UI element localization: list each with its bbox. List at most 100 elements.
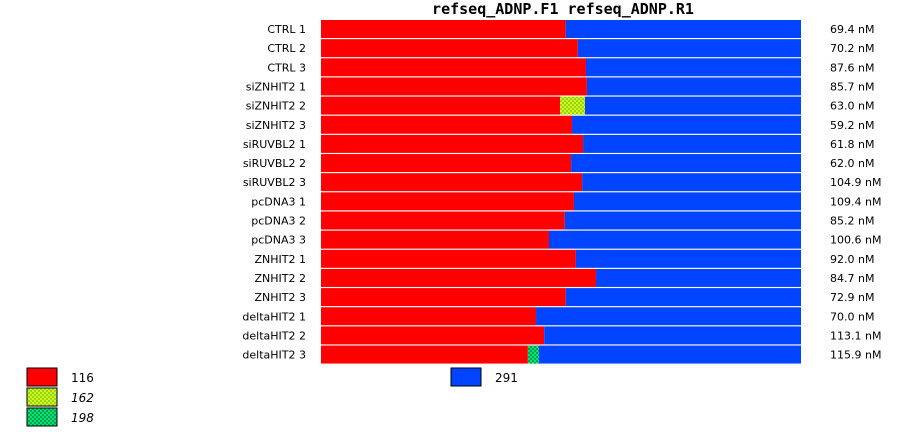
bar-row: ZNHIT2 2 84.7 nM — [255, 268, 874, 287]
row-label: siZNHIT2 2 — [246, 100, 306, 113]
bar-segment-162 — [560, 96, 585, 115]
row-label: siZNHIT2 1 — [246, 80, 306, 93]
bar-segment-291 — [565, 288, 801, 307]
row-label: deltaHIT2 2 — [242, 329, 306, 342]
concentration-label: 85.2 nM — [830, 215, 874, 228]
legend-swatch — [26, 367, 58, 387]
concentration-label: 115.9 nM — [830, 349, 881, 362]
row-label: siRUVBL2 1 — [243, 138, 306, 151]
row-label: deltaHIT2 3 — [242, 349, 306, 362]
legend-item-291: 291 — [450, 367, 518, 387]
bar-segment-291 — [575, 249, 801, 268]
bar-segment-291 — [572, 115, 801, 134]
bar-segment-116 — [321, 288, 566, 307]
concentration-label: 62.0 nM — [830, 157, 874, 170]
row-label: ZNHIT2 1 — [255, 253, 307, 266]
bar-segment-116 — [321, 39, 578, 58]
row-label: CTRL 1 — [267, 23, 306, 36]
concentration-label: 72.9 nM — [830, 291, 874, 304]
bar-segment-116 — [321, 154, 572, 173]
bar-segment-291 — [538, 345, 801, 364]
bar-segment-291 — [549, 230, 801, 249]
concentration-label: 63.0 nM — [830, 100, 874, 113]
bar-row: pcDNA3 2 85.2 nM — [251, 211, 874, 230]
bar-row: siZNHIT2 1 85.7 nM — [246, 77, 874, 96]
concentration-label: 84.7 nM — [830, 272, 874, 285]
bar-row: ZNHIT2 3 72.9 nM — [255, 288, 874, 307]
bar-segment-116 — [321, 192, 574, 211]
bar-segment-291 — [573, 192, 801, 211]
concentration-label: 100.6 nM — [830, 234, 881, 247]
row-label: siRUVBL2 2 — [243, 157, 306, 170]
legend-swatch — [26, 407, 58, 427]
bar-segment-291 — [582, 173, 801, 192]
row-label: ZNHIT2 3 — [255, 291, 307, 304]
bar-segment-116 — [321, 134, 584, 153]
bar-row: siRUVBL2 2 62.0 nM — [243, 154, 874, 173]
concentration-label: 87.6 nM — [830, 61, 874, 74]
bar-segment-198 — [527, 345, 539, 364]
bar-segment-291 — [585, 96, 801, 115]
bar-row: CTRL 3 87.6 nM — [267, 58, 874, 77]
row-label: pcDNA3 1 — [251, 195, 306, 208]
concentration-label: 104.9 nM — [830, 176, 881, 189]
bar-segment-291 — [596, 268, 801, 287]
legend-label: 198 — [71, 411, 94, 425]
legend-label: 291 — [495, 371, 518, 385]
bar-segment-291 — [564, 211, 801, 230]
bar-segment-116 — [321, 307, 537, 326]
bar-segment-291 — [586, 77, 801, 96]
bar-row: siZNHIT2 2 63.0 nM — [246, 96, 874, 115]
bar-segment-116 — [321, 96, 561, 115]
bar-segment-291 — [544, 326, 801, 345]
bar-row: siZNHIT2 3 59.2 nM — [246, 115, 874, 134]
bar-segment-291 — [577, 39, 801, 58]
concentration-label: 70.2 nM — [830, 42, 874, 55]
legend-item-162: 162 — [26, 387, 94, 407]
bar-segment-116 — [321, 249, 576, 268]
row-label: ZNHIT2 2 — [255, 272, 307, 285]
concentration-label: 92.0 nM — [830, 253, 874, 266]
row-label: siRUVBL2 3 — [243, 176, 306, 189]
bar-segment-291 — [565, 20, 801, 38]
bar-segment-116 — [321, 58, 586, 77]
bar-segment-116 — [321, 211, 565, 230]
concentration-label: 113.1 nM — [830, 329, 881, 342]
legend: 116 162 198 291 — [26, 367, 518, 427]
legend-label: 162 — [71, 391, 94, 405]
bar-segment-116 — [321, 77, 587, 96]
bars-group: CTRL 1 69.4 nM CTRL 2 70.2 nM CTRL 3 87.6 nM s… — [242, 20, 881, 364]
concentration-label: 109.4 nM — [830, 195, 881, 208]
row-label: pcDNA3 2 — [251, 215, 306, 228]
legend-swatch — [450, 367, 482, 387]
bar-row: CTRL 2 70.2 nM — [267, 39, 874, 58]
bar-row: deltaHIT2 3 115.9 nM — [242, 345, 881, 364]
legend-label: 116 — [71, 371, 94, 385]
row-label: CTRL 2 — [267, 42, 306, 55]
bar-segment-116 — [321, 173, 583, 192]
bar-segment-116 — [321, 268, 597, 287]
concentration-label: 70.0 nM — [830, 310, 874, 323]
concentration-label: 61.8 nM — [830, 138, 874, 151]
bar-segment-291 — [571, 154, 801, 173]
bar-row: CTRL 1 69.4 nM — [267, 20, 874, 38]
bar-segment-291 — [583, 134, 801, 153]
chart-title: refseq_ADNP.F1 refseq_ADNP.R1 — [432, 0, 694, 18]
concentration-label: 59.2 nM — [830, 119, 874, 132]
legend-swatch — [26, 387, 58, 407]
bar-row: ZNHIT2 1 92.0 nM — [255, 249, 874, 268]
bar-segment-116 — [321, 345, 528, 364]
bar-segment-116 — [321, 230, 549, 249]
bar-row: deltaHIT2 1 70.0 nM — [242, 307, 874, 326]
row-label: CTRL 3 — [267, 61, 306, 74]
bar-segment-291 — [585, 58, 801, 77]
row-label: deltaHIT2 1 — [242, 310, 306, 323]
bar-row: siRUVBL2 1 61.8 nM — [243, 134, 874, 153]
bar-segment-116 — [321, 20, 566, 38]
legend-item-198: 198 — [26, 407, 94, 427]
row-label: pcDNA3 3 — [251, 234, 306, 247]
bar-row: pcDNA3 3 100.6 nM — [251, 230, 881, 249]
concentration-label: 69.4 nM — [830, 23, 874, 36]
bar-segment-291 — [536, 307, 801, 326]
